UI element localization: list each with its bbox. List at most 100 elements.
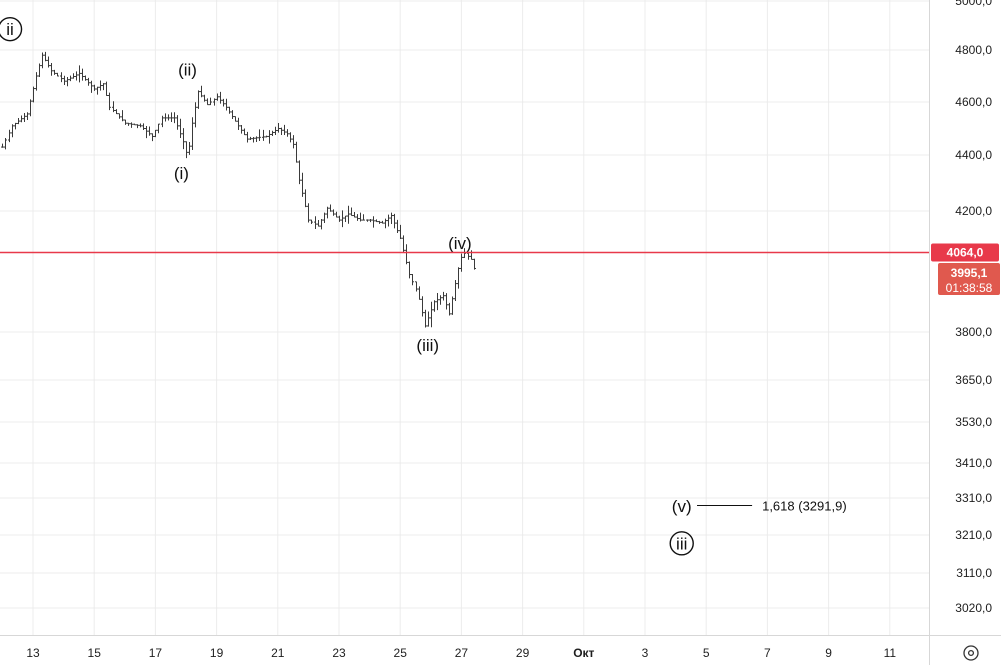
ohlc-bar — [372, 216, 375, 228]
ohlc-bar — [353, 212, 356, 218]
ohlc-bar — [200, 85, 203, 98]
ohlc-bar — [78, 65, 81, 83]
ohlc-bar — [448, 302, 451, 316]
ohlc-bar — [29, 99, 32, 117]
y-tick-label: 3410,0 — [955, 456, 992, 470]
ohlc-bar — [317, 219, 320, 227]
bar-countdown-text: 01:38:58 — [946, 281, 993, 295]
ohlc-bar — [105, 81, 108, 96]
y-tick-label: 3530,0 — [955, 415, 992, 429]
ohlc-bar — [108, 92, 111, 111]
ohlc-bar — [148, 126, 151, 136]
ohlc-bar — [38, 63, 41, 77]
ohlc-bar — [283, 124, 286, 135]
ohlc-bar — [213, 98, 216, 106]
x-tick-label: 17 — [149, 646, 163, 660]
wave-label-text: (iv) — [448, 234, 472, 253]
wave-label: (i) — [174, 164, 189, 183]
ohlc-bar — [240, 124, 243, 134]
wave-label-circle — [0, 16, 23, 42]
ohlc-bar — [350, 207, 353, 217]
ohlc-bar — [421, 296, 424, 317]
wave-label: (ii) — [178, 61, 197, 80]
x-tick-label: 21 — [271, 646, 285, 660]
ohlc-bar — [436, 293, 439, 311]
y-tick-label: 3800,0 — [955, 325, 992, 339]
ohlc-bar — [118, 113, 121, 119]
ohlc-bar — [53, 69, 56, 75]
ohlc-bar — [32, 86, 35, 103]
price-tags: 4064,0 3995,101:38:58 — [931, 243, 1000, 295]
ohlc-bar — [4, 137, 7, 150]
ohlc-bar — [234, 116, 237, 122]
ohlc-bar — [362, 214, 365, 221]
ohlc-bar — [72, 73, 75, 79]
ohlc-bar — [393, 213, 396, 229]
ohlc-bar — [81, 68, 84, 81]
ohlc-bar — [323, 212, 326, 224]
settings-gear-center — [967, 649, 975, 657]
ohlc-bar — [467, 252, 470, 260]
ohlc-bar — [332, 209, 335, 216]
x-tick-label: 29 — [516, 646, 530, 660]
ohlc-bar — [47, 56, 50, 68]
fib-level-label: 1,618 (3291,9) — [762, 499, 847, 514]
ohlc-bar — [136, 124, 139, 129]
ohlc-bar — [405, 244, 408, 265]
ohlc-bar — [439, 295, 442, 305]
wave-label-text: (v) — [672, 497, 692, 516]
ohlc-bar — [87, 77, 90, 86]
ohlc-bar — [154, 129, 157, 138]
y-tick-label: 3650,0 — [955, 373, 992, 387]
ohlc-bar — [102, 83, 105, 91]
ohlc-bar — [167, 114, 170, 121]
ohlc-bar — [197, 90, 200, 109]
ohlc-bar — [301, 172, 304, 197]
ohlc-bar — [378, 220, 381, 224]
ohlc-bar — [41, 52, 44, 69]
x-tick-label: 23 — [332, 646, 346, 660]
ohlc-bar — [84, 75, 87, 81]
wave-label-text: (ii) — [178, 61, 197, 80]
wave-annotations: ii (ii) (i) (iv) (iii) (v) iii 1,618 (3291,9) — [0, 16, 847, 556]
ohlc-bar — [222, 98, 225, 107]
ohlc-bar — [115, 109, 118, 115]
ohlc-bar — [23, 113, 26, 123]
ohlc-bar — [69, 75, 72, 82]
ohlc-bar — [44, 51, 47, 62]
ohlc-bar — [387, 214, 390, 227]
x-tick-label: 19 — [210, 646, 224, 660]
ohlc-bar — [277, 122, 280, 133]
ohlc-bar — [112, 101, 115, 113]
ohlc-bar — [26, 112, 29, 121]
ohlc-bar — [375, 219, 378, 223]
ohlc-bar — [430, 301, 433, 328]
last-price-tag: 3995,101:38:58 — [938, 262, 1000, 295]
grid — [0, 0, 929, 635]
wave-label: (iii) — [416, 336, 439, 355]
ohlc-bar — [139, 123, 142, 128]
ohlc-bar — [246, 131, 249, 143]
ohlc-bar — [164, 113, 167, 122]
x-tick-label: 7 — [764, 646, 771, 660]
ohlc-bar — [427, 311, 430, 327]
ohlc-bar — [185, 141, 188, 159]
ohlc-bar — [295, 141, 298, 163]
ohlc-bar — [1, 143, 4, 148]
ohlc-bar — [182, 128, 185, 150]
chart-settings-button[interactable] — [963, 645, 979, 661]
x-tick-label: Окт — [573, 646, 594, 660]
ohlc-bar — [320, 219, 323, 230]
ohlc-bar — [130, 122, 133, 128]
ohlc-bar — [396, 219, 399, 233]
ohlc-bar — [445, 293, 448, 310]
ohlc-bar — [161, 115, 164, 128]
x-tick-label: 9 — [825, 646, 832, 660]
ohlc-bar — [228, 106, 231, 114]
ohlc-bar — [390, 212, 393, 225]
level-price-tag: 4064,0 — [931, 243, 999, 262]
wave-label: ii — [0, 16, 23, 42]
ohlc-bar — [460, 253, 463, 272]
